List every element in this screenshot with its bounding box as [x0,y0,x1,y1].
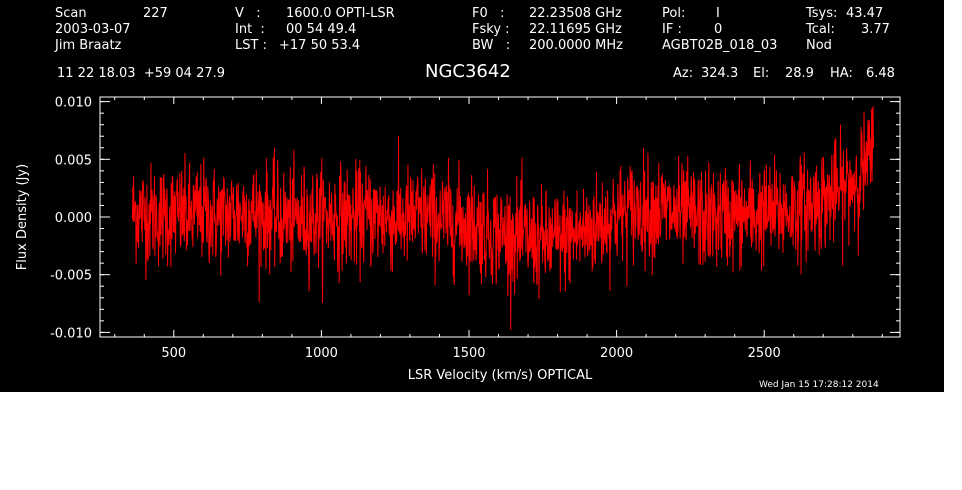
spectrum-trace-layer [131,105,874,331]
lst-value: +17 50 53.4 [279,38,361,53]
x-axis-label: LSR Velocity (km/s) OPTICAL [408,368,593,383]
polarization-label: Pol: [662,6,686,21]
hour-angle-label: HA: [830,66,853,81]
tsys-label: Tsys: [806,6,838,21]
x-tick-label: 2500 [748,346,781,361]
polarization-value: I [716,6,720,21]
spectrum-plot: 500 1000 1500 2000 2500 -0.010 -0.005 0.000 0.0… [15,96,901,383]
axis-ticks [100,97,900,337]
integration-label: Int : [235,22,265,37]
integration-value: 00 54 49.4 [286,22,357,37]
bandwidth-value: 200.0000 MHz [529,38,623,53]
scan-label: Scan [55,6,87,21]
observation-date: 2003-03-07 [55,22,131,37]
tsys-value: 43.47 [846,6,884,21]
y-tick-labels: -0.010 -0.005 0.000 0.005 0.010 [50,96,92,342]
rest-frequency-label: F0 : [472,6,505,21]
y-axis-label: Flux Density (Jy) [15,164,30,270]
bandwidth-label: BW : [472,38,511,53]
elevation-value: 28.9 [785,66,814,81]
sky-frequency-value: 22.11695 GHz [529,22,622,37]
spectrum-line [131,105,874,331]
observing-mode: Nod [806,38,832,53]
source-coordinates: 11 22 18.03 +59 04 27.9 [57,66,226,81]
x-tick-label: 1000 [305,346,338,361]
y-tick-label: -0.010 [50,326,92,341]
gbt-spectrum-panel: Scan 227 2003-03-07 Jim Braatz V : 1600.… [0,0,944,392]
tcal-label: Tcal: [806,22,835,37]
velocity-label: V : [235,6,261,21]
elevation-label: El: [753,66,770,81]
velocity-value: 1600.0 OPTI-LSR [286,6,395,21]
observer-name: Jim Braatz [55,38,122,53]
x-tick-label: 1500 [452,346,485,361]
plot-timestamp: Wed Jan 15 17:28:12 2014 [759,380,879,390]
tcal-value: 3.77 [861,22,890,37]
source-name: NGC3642 [425,61,511,82]
azimuth-label: Az: [673,66,694,81]
y-tick-label: -0.005 [50,269,92,284]
scan-value: 227 [143,6,168,21]
project-id: AGBT02B_018_03 [662,38,778,53]
azimuth-value: 324.3 [701,66,739,81]
x-tick-label: 500 [161,346,186,361]
if-label: IF : [662,22,682,37]
rest-frequency-value: 22.23508 GHz [529,6,622,21]
lst-label: LST : [235,38,267,53]
sky-frequency-label: Fsky : [472,22,510,37]
hour-angle-value: 6.48 [866,66,895,81]
y-tick-label: 0.010 [55,96,92,111]
y-tick-label: 0.005 [55,153,92,168]
x-tick-label: 2000 [600,346,633,361]
x-tick-labels: 500 1000 1500 2000 2500 [161,346,780,361]
y-tick-label: 0.000 [55,211,92,226]
if-value: 0 [714,22,723,37]
